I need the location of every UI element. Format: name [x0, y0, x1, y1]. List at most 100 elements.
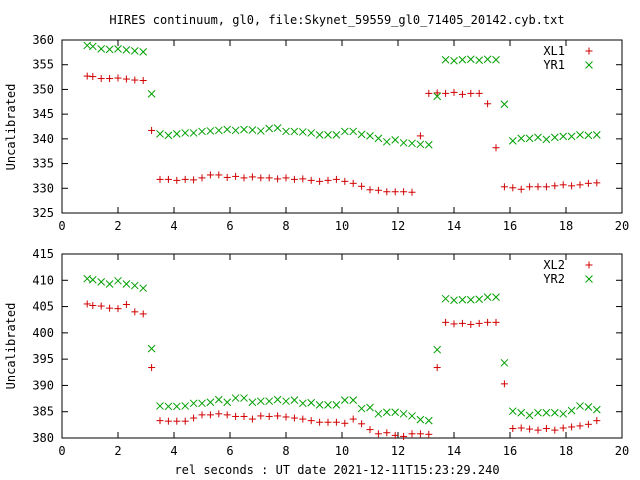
yr1-data-point	[424, 140, 433, 149]
xl1-data-point	[223, 173, 231, 181]
yr2-data-point	[391, 408, 400, 417]
xl1-data-point	[425, 89, 433, 97]
xl2-data-point	[534, 426, 542, 434]
x-tick-label: 4	[170, 219, 177, 233]
xl1-data-point	[542, 183, 550, 191]
yr2-data-point	[458, 295, 467, 304]
xl1-data-point	[89, 73, 97, 81]
xl2-data-point	[257, 412, 265, 420]
xl2-data-point	[408, 430, 416, 438]
yr1-data-point	[298, 128, 307, 136]
xl2-data-point	[206, 411, 214, 419]
y-tick-label: 360	[32, 33, 54, 47]
yr1-data-point	[416, 140, 425, 149]
xl2-data-point	[366, 426, 374, 434]
xl1-data-point	[576, 181, 584, 189]
yr1-data-point	[240, 125, 248, 134]
yr2-data-point	[332, 401, 341, 409]
xl1-data-point	[164, 175, 172, 183]
y-tick-label: 330	[32, 181, 54, 195]
xl1-data-point	[114, 74, 122, 82]
yr2-data-point	[282, 397, 290, 406]
x-tick-label: 16	[503, 444, 517, 458]
xl2-data-point	[349, 415, 357, 423]
y-tick-label: 340	[32, 132, 54, 146]
x-tick-label: 6	[226, 219, 233, 233]
xl1-data-point	[341, 177, 349, 185]
x-tick-label: 8	[282, 444, 289, 458]
yr1-data-point	[408, 139, 416, 148]
legend-marker-yr1	[585, 61, 593, 69]
yr1-data-point	[88, 42, 97, 51]
yr2-data-point	[256, 397, 265, 406]
xl1-data-point	[534, 183, 542, 191]
legend-marker-yr2	[585, 275, 593, 283]
yr1-data-point	[206, 127, 215, 135]
yr1-data-point	[550, 133, 559, 142]
x-tick-label: 12	[391, 444, 405, 458]
bottom-plot-frame	[61, 253, 623, 439]
xl2-data-point	[526, 425, 534, 433]
yr2-data-point	[466, 295, 475, 304]
yr2-data-point	[382, 408, 391, 417]
xl2-data-point	[173, 417, 181, 425]
yr1-data-point	[265, 124, 274, 133]
bottom-y-ticks: 380 385 390 395 400 405 410 415	[32, 247, 622, 445]
yr1-data-point	[332, 131, 341, 139]
chart-title: HIRES continuum, gl0, file:Skynet_59559_…	[109, 13, 564, 27]
x-tick-label: 2	[114, 444, 121, 458]
legend-label-xl2: XL2	[543, 258, 565, 272]
x-tick-label: 6	[226, 444, 233, 458]
yr2-data-point	[105, 280, 114, 288]
xl2-data-point	[198, 411, 206, 419]
yr1-data-point	[525, 134, 534, 143]
xl2-data-point	[164, 417, 172, 425]
xl2-data-point	[131, 308, 139, 316]
xl2-data-point	[148, 364, 156, 372]
xl2-data-point	[316, 418, 324, 426]
xl2-data-point	[484, 318, 492, 326]
yr1-data-point	[567, 132, 576, 141]
x-tick-label: 18	[559, 219, 573, 233]
x-tick-label: 0	[58, 219, 65, 233]
yr1-data-point	[231, 126, 240, 135]
yr1-data-point	[500, 100, 509, 109]
yr1-data-point	[282, 127, 290, 136]
yr1-data-point	[139, 48, 148, 56]
y-tick-label: 345	[32, 107, 54, 121]
yr2-data-point	[366, 403, 374, 412]
x-tick-label: 14	[447, 444, 461, 458]
top-y-axis-label: Uncalibrated	[4, 84, 18, 171]
yr2-data-point	[508, 407, 517, 416]
legend-label-xl1: XL1	[543, 44, 565, 58]
yr2-data-point	[357, 404, 366, 413]
xl1-data-point	[568, 182, 576, 190]
yr1-data-point	[214, 126, 223, 135]
x-tick-label: 2	[114, 219, 121, 233]
x-tick-label: 20	[615, 219, 629, 233]
xl2-data-point	[232, 412, 240, 420]
xl2-data-point	[332, 418, 340, 426]
yr1-data-point	[130, 47, 139, 55]
xl1-data-point	[307, 176, 315, 184]
yr2-data-point	[559, 409, 568, 418]
xl2-data-point	[391, 431, 399, 439]
yr2-data-point	[567, 406, 576, 415]
x-tick-label: 14	[447, 219, 461, 233]
xl1-data-point	[290, 175, 298, 183]
yr2-data-point	[223, 398, 232, 407]
yr1-data-point	[450, 56, 458, 65]
xl1-data-point	[366, 186, 374, 194]
xl1-data-point	[215, 171, 223, 179]
xl2-data-point	[122, 300, 130, 308]
y-tick-label: 415	[32, 247, 54, 261]
xl1-data-point	[156, 175, 164, 183]
yr1-data-point	[542, 135, 551, 144]
yr2-data-point	[273, 395, 282, 404]
top-y-ticks: 325 330 335 340 345 350 355 360	[32, 33, 622, 220]
xl2-data-point	[190, 414, 198, 422]
yr1-data-point	[256, 127, 265, 135]
yr1-data-point	[483, 55, 492, 64]
